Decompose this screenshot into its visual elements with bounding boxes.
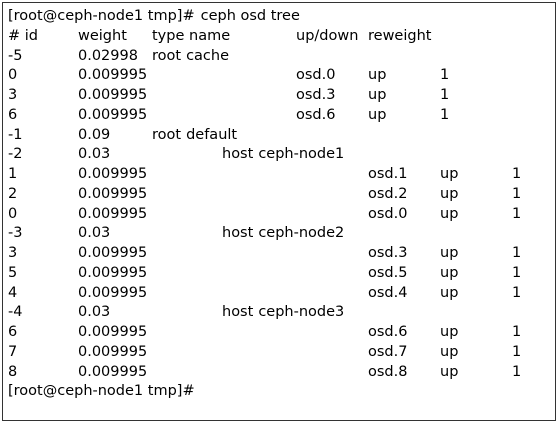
- osd-status: up: [368, 67, 387, 84]
- osd-id: 4: [8, 284, 18, 301]
- bucket-id: -2: [8, 146, 23, 163]
- osd-name: osd.3: [368, 245, 408, 261]
- osd-reweight: 1: [440, 106, 450, 123]
- osd-id: 3: [8, 245, 18, 261]
- osd-reweight: 1: [512, 363, 522, 380]
- osd-status: up: [440, 264, 459, 281]
- osd-weight: 0.009995: [78, 87, 148, 103]
- bucket-id: -4: [8, 304, 23, 321]
- osd-weight: 0.009995: [78, 205, 148, 222]
- osd-name: osd.6: [296, 106, 336, 123]
- osd-reweight: 1: [512, 324, 522, 340]
- osd-name: osd.7: [368, 343, 408, 360]
- osd-id: 0: [8, 205, 18, 222]
- bucket-type: host: [222, 225, 254, 242]
- header-cell: type name: [152, 27, 231, 44]
- osd-status: up: [368, 106, 387, 123]
- bucket-type: host: [222, 304, 254, 321]
- bucket-type: root: [152, 47, 182, 64]
- osd-id: 5: [8, 264, 18, 281]
- header-cell: reweight: [368, 27, 432, 44]
- prompt: [root@ceph-node1 tmp]#: [8, 383, 195, 400]
- bucket-id: -1: [8, 126, 23, 143]
- osd-id: 8: [8, 363, 18, 380]
- osd-name: osd.2: [368, 185, 408, 202]
- header-cell: up/down: [296, 27, 359, 44]
- header-cell: # id: [8, 27, 38, 44]
- osd-reweight: 1: [440, 67, 450, 84]
- osd-name: osd.3: [296, 87, 336, 103]
- osd-id: 6: [8, 324, 18, 340]
- osd-id: 2: [8, 185, 18, 202]
- osd-weight: 0.009995: [78, 67, 148, 84]
- bucket-name: default: [186, 126, 238, 143]
- osd-weight: 0.009995: [78, 245, 148, 261]
- osd-reweight: 1: [512, 284, 522, 301]
- osd-id: 7: [8, 343, 18, 360]
- osd-status: up: [440, 205, 459, 222]
- bucket-name: ceph-node2: [258, 225, 345, 242]
- header-cell: weight: [78, 27, 127, 44]
- osd-name: osd.1: [368, 166, 408, 182]
- osd-weight: 0.009995: [78, 166, 148, 182]
- osd-status: up: [440, 324, 459, 340]
- osd-name: osd.6: [368, 324, 408, 340]
- prompt: [root@ceph-node1 tmp]#: [8, 8, 195, 24]
- osd-status: up: [440, 166, 459, 182]
- osd-id: 1: [8, 166, 18, 182]
- bucket-name: ceph-node1: [258, 146, 345, 163]
- bucket-id: -5: [8, 47, 23, 64]
- osd-id: 3: [8, 87, 18, 103]
- osd-weight: 0.009995: [78, 185, 148, 202]
- bucket-type: host: [222, 146, 254, 163]
- osd-id: 0: [8, 67, 18, 84]
- osd-name: osd.4: [368, 284, 408, 301]
- osd-weight: 0.009995: [78, 106, 148, 123]
- bucket-id: -3: [8, 225, 23, 242]
- osd-status: up: [440, 363, 459, 380]
- osd-name: osd.8: [368, 363, 408, 380]
- osd-weight: 0.009995: [78, 284, 148, 301]
- osd-reweight: 1: [512, 185, 522, 202]
- osd-name: osd.0: [296, 67, 336, 84]
- osd-reweight: 1: [512, 245, 522, 261]
- bucket-name: ceph-node3: [258, 304, 345, 321]
- osd-weight: 0.009995: [78, 363, 148, 380]
- osd-name: osd.0: [368, 205, 408, 222]
- bucket-name: cache: [186, 47, 230, 64]
- terminal-window: [root@ceph-node1 tmp]# ceph osd tree # id w…: [2, 2, 556, 421]
- bucket-weight: 0.02998: [78, 47, 138, 64]
- osd-reweight: 1: [512, 205, 522, 222]
- osd-reweight: 1: [440, 87, 450, 103]
- osd-weight: 0.009995: [78, 264, 148, 281]
- osd-status: up: [440, 245, 459, 261]
- bucket-weight: 0.09: [78, 126, 111, 143]
- osd-weight: 0.009995: [78, 324, 148, 340]
- osd-reweight: 1: [512, 166, 522, 182]
- osd-status: up: [368, 87, 387, 103]
- osd-status: up: [440, 185, 459, 202]
- bucket-weight: 0.03: [78, 225, 111, 242]
- osd-id: 6: [8, 106, 18, 123]
- bucket-weight: 0.03: [78, 146, 111, 163]
- command: ceph osd tree: [200, 8, 300, 24]
- osd-reweight: 1: [512, 343, 522, 360]
- osd-weight: 0.009995: [78, 343, 148, 360]
- osd-reweight: 1: [512, 264, 522, 281]
- osd-name: osd.5: [368, 264, 408, 281]
- osd-status: up: [440, 284, 459, 301]
- osd-status: up: [440, 343, 459, 360]
- bucket-weight: 0.03: [78, 304, 111, 321]
- bucket-type: root: [152, 126, 182, 143]
